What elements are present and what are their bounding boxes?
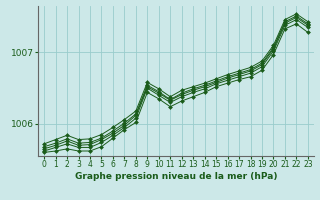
X-axis label: Graphe pression niveau de la mer (hPa): Graphe pression niveau de la mer (hPa) [75,172,277,181]
